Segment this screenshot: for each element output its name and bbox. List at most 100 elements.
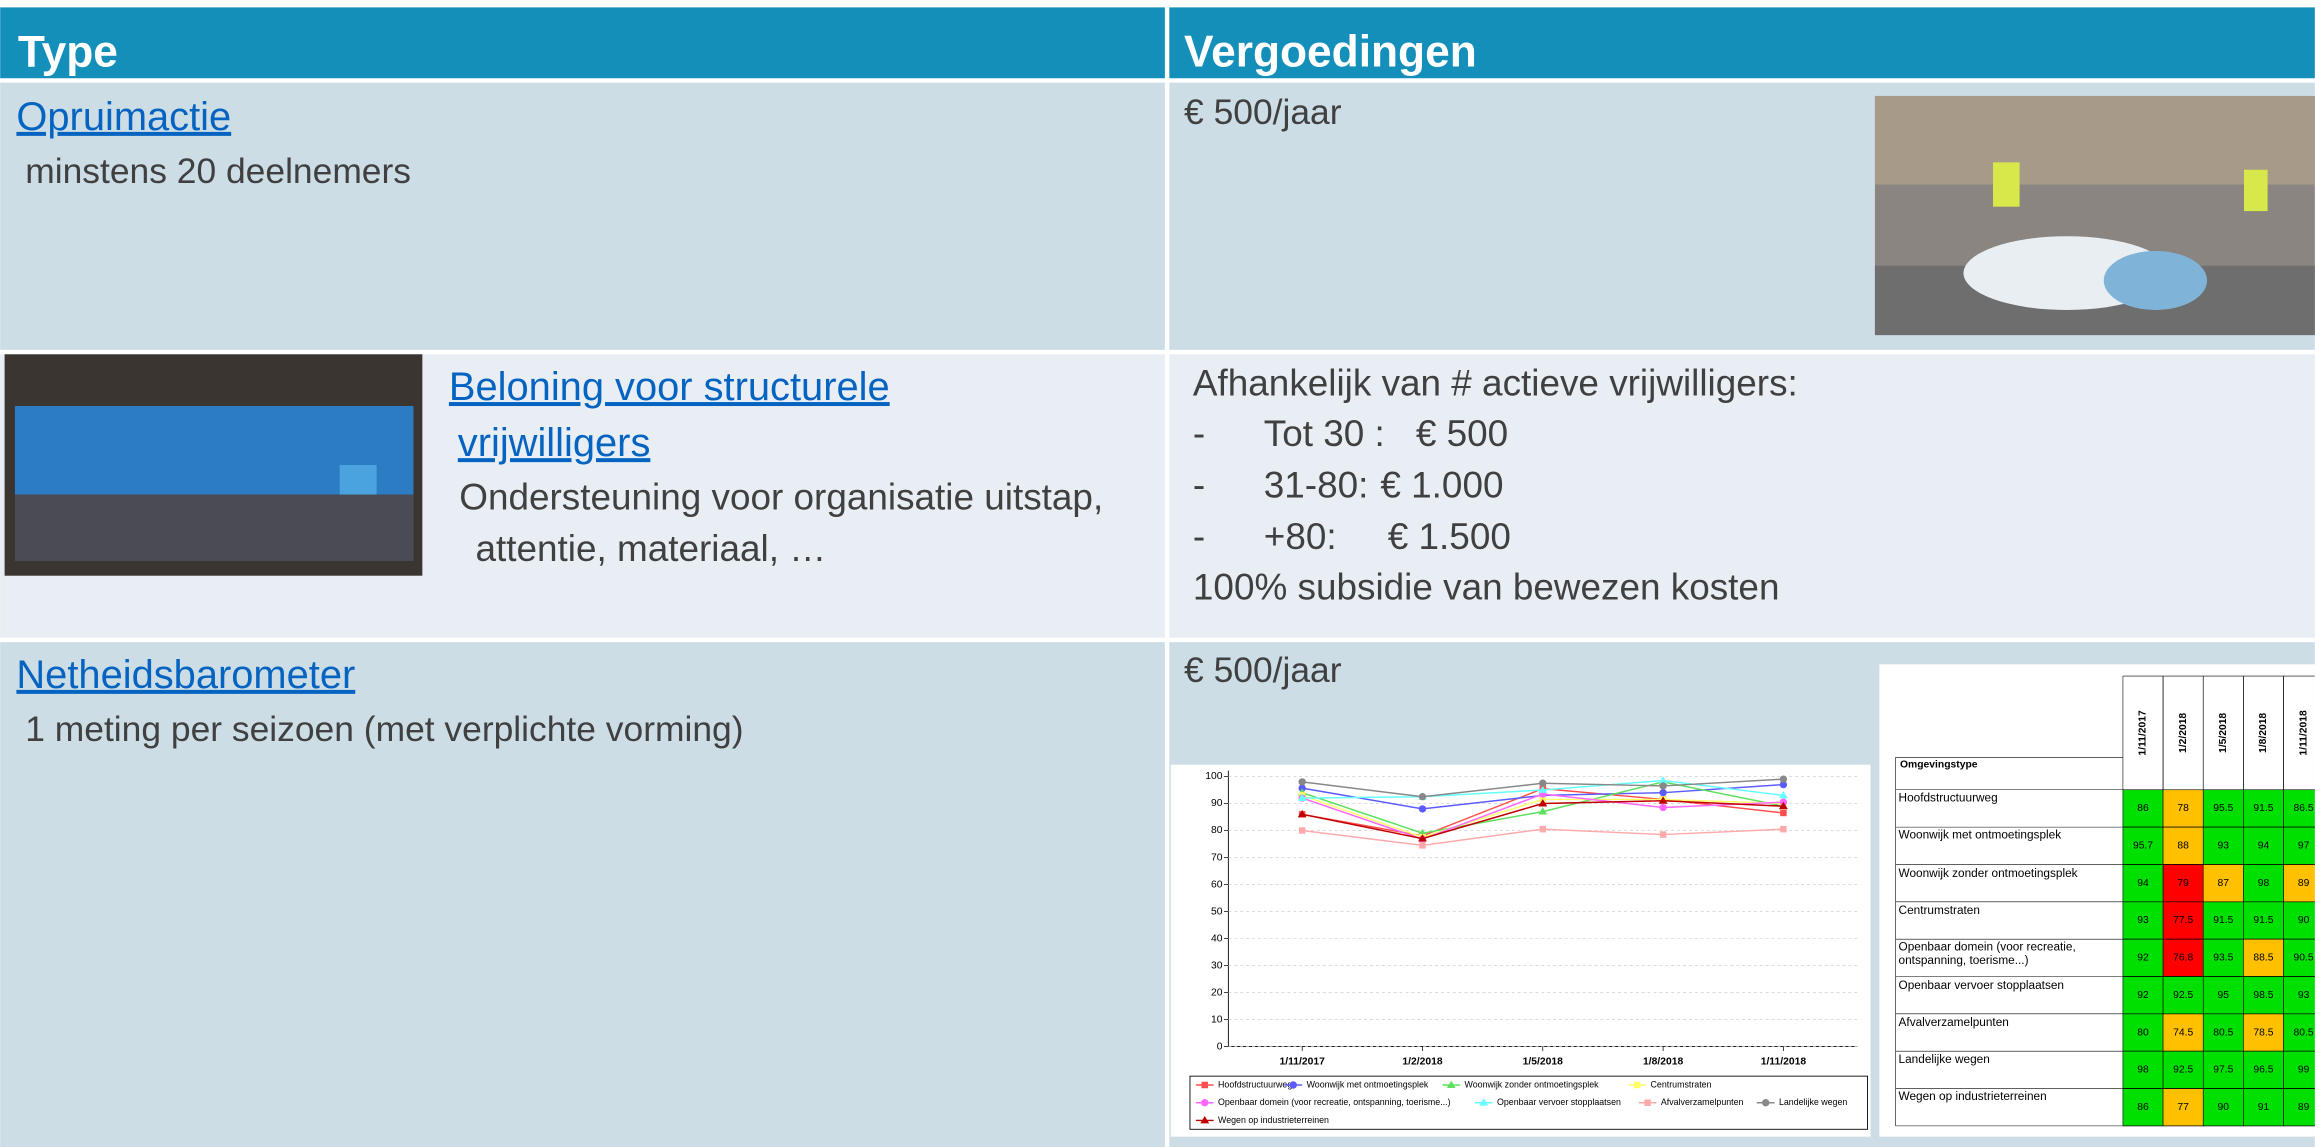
description: minstens 20 deelnemers (25, 151, 411, 191)
cell-value: 98 (2137, 1065, 2149, 1076)
column-divider (1165, 0, 1169, 1147)
cell-value: 86 (2137, 803, 2149, 814)
cell-value: 80 (2137, 1027, 2149, 1038)
cell-value: 92 (2137, 990, 2149, 1001)
row-label-text: Afvalverzamelpunten (1899, 1015, 2120, 1028)
cell-value: 87 (2218, 878, 2230, 889)
tier-amount: € 1.000 (1380, 464, 1503, 505)
x-tick-label: 1/5/2018 (1523, 1056, 1563, 1067)
column-header: Type (18, 27, 118, 76)
marker (1540, 826, 1546, 832)
row-label-text: Woonwijk met ontmoetingsplek (1899, 829, 2120, 842)
cell-value: 90 (2218, 1102, 2230, 1113)
bullet: - (1193, 413, 1205, 454)
x-tick-label: 1/2/2018 (1402, 1056, 1442, 1067)
cell-value: 77.5 (2173, 915, 2193, 926)
cell-value: 93.5 (2213, 953, 2233, 964)
row-label: Landelijke wegen (1899, 1053, 2120, 1087)
page: {"header": {"col1": "Type", "col2": "Ver… (0, 0, 2315, 1147)
tier-range: 31-80: (1264, 464, 1369, 505)
cell-value: 79 (2177, 878, 2189, 889)
reimbursement-note: 100% subsidie van bewezen kosten (1193, 566, 1780, 607)
column-header: 1/8/2018 (2258, 713, 2269, 753)
cell-value: 91 (2258, 1102, 2270, 1113)
cell-value: 97 (2298, 841, 2310, 852)
y-tick-label: 80 (1211, 825, 1223, 836)
cell-value: 91.5 (2213, 915, 2233, 926)
y-tick-label: 100 (1205, 771, 1222, 782)
photo (1875, 96, 2315, 335)
marker (1419, 842, 1425, 848)
reimbursement: € 500/jaar (1184, 92, 1342, 132)
x-tick-label: 1/11/2018 (1761, 1056, 1807, 1067)
legend-label: Openbaar domein (voor recreatie, ontspan… (1218, 1097, 1451, 1107)
link[interactable]: vrijwilligers (458, 421, 651, 465)
row-label-text: Centrumstraten (1899, 903, 2120, 916)
cell-value: 86.5 (2294, 803, 2314, 814)
cell-value: 80.5 (2294, 1027, 2314, 1038)
marker (1644, 1099, 1650, 1105)
legend-label: Landelijke wegen (1779, 1097, 1847, 1107)
bullet: - (1193, 516, 1205, 557)
cell-value: 93 (2137, 915, 2149, 926)
bullet: - (1193, 464, 1205, 505)
cell-value: 89 (2298, 878, 2310, 889)
cell-value: 78 (2177, 803, 2189, 814)
marker (1290, 1081, 1297, 1088)
cell-value: 92 (2137, 953, 2149, 964)
marker (1659, 804, 1666, 811)
y-tick-label: 0 (1217, 1041, 1223, 1052)
x-tick-label: 1/11/2017 (1279, 1056, 1325, 1067)
tier-amount: € 1.500 (1388, 516, 1511, 557)
y-tick-label: 50 (1211, 906, 1223, 917)
y-tick-label: 30 (1211, 960, 1223, 971)
marker (1780, 775, 1787, 782)
marker (1539, 780, 1546, 787)
marker (1660, 831, 1666, 837)
description: Ondersteuning voor organisatie uitstap, (459, 476, 1103, 517)
marker (1634, 1082, 1640, 1088)
link[interactable]: Netheidsbarometer (16, 653, 355, 697)
y-tick-label: 90 (1211, 798, 1223, 809)
description: 1 meting per seizoen (met verplichte vor… (25, 709, 743, 749)
cell-value: 88 (2177, 841, 2189, 852)
link[interactable]: Beloning voor structurele (449, 365, 890, 409)
y-tick-label: 40 (1211, 933, 1223, 944)
table-header: Omgevingstype (1900, 759, 1978, 770)
row-label-text: Woonwijk zonder ontmoetingsplek (1899, 866, 2120, 879)
cell-value: 93 (2298, 990, 2310, 1001)
cell-value: 91.5 (2253, 915, 2273, 926)
marker (1298, 778, 1305, 785)
marker (1201, 1082, 1207, 1088)
cell-value: 74.5 (2173, 1027, 2193, 1038)
row-label-text: Landelijke wegen (1899, 1053, 2120, 1066)
reimbursement: € 500/jaar (1184, 650, 1342, 690)
link[interactable]: Opruimactie (16, 95, 231, 139)
row-label: Openbaar vervoer stopplaatsen (1899, 978, 2120, 1012)
cell-value: 95.7 (2133, 841, 2153, 852)
row-label: Openbaar domein (voor recreatie, ontspan… (1899, 941, 2120, 975)
cell-value: 97.5 (2213, 1065, 2233, 1076)
legend-label: Woonwijk met ontmoetingsplek (1307, 1079, 1429, 1089)
cell-value: 77 (2177, 1102, 2189, 1113)
description: attentie, materiaal, … (476, 528, 827, 569)
marker (1780, 810, 1786, 816)
slide: Type Vergoedingen Opruimactie minstens 2… (0, 0, 2315, 1147)
marker (1299, 827, 1305, 833)
y-tick-label: 60 (1211, 879, 1223, 890)
marker (1419, 793, 1426, 800)
x-tick-label: 1/8/2018 (1643, 1056, 1683, 1067)
legend-label: Centrumstraten (1651, 1079, 1712, 1089)
legend-label: Openbaar vervoer stopplaatsen (1497, 1097, 1621, 1107)
y-tick-label: 20 (1211, 987, 1223, 998)
column-header: 1/5/2018 (2218, 713, 2229, 753)
cell-value: 90.5 (2294, 953, 2314, 964)
marker (1201, 1099, 1208, 1106)
row-label: Afvalverzamelpunten (1899, 1015, 2120, 1049)
row-label-text: Hoofdstructuurweg (1899, 791, 2120, 804)
legend-label: Hoofdstructuurweg (1218, 1079, 1292, 1089)
marker (1659, 782, 1666, 789)
reimbursement-intro: Afhankelijk van # actieve vrijwilligers: (1193, 363, 1798, 404)
cell-value: 88.5 (2253, 953, 2273, 964)
cell-value: 92.5 (2173, 1065, 2193, 1076)
